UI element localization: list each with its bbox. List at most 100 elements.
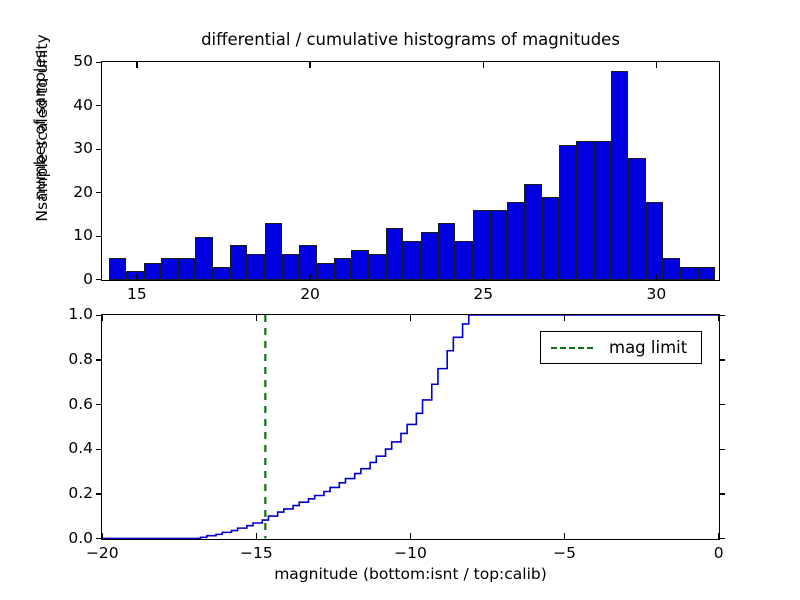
bottom-ytick-mark [720,493,725,495]
chart-title: differential / cumulative histograms of … [201,30,620,49]
histogram-bar [108,258,127,280]
bottom-xtick-mark [718,315,720,322]
histogram-bar [593,140,612,280]
cumulative-curve-svg [102,315,719,539]
histogram-bar [507,201,525,280]
bottom-axis-xlabel: magnitude (bottom:isnt / top:calib) [274,565,547,583]
bottom-xtick-mark [718,532,720,539]
legend-box: mag limit [540,331,703,364]
top-ytick-mark [96,235,101,237]
histogram-bar [212,266,231,280]
top-ytick-label: 30 [73,139,93,158]
histogram-bar [611,71,629,280]
histogram-bar [316,262,334,280]
bottom-ytick-mark [96,404,101,406]
bottom-ytick-label: 1.0 [68,305,93,324]
bottom-xtick-mark [409,532,412,539]
bottom-ytick-label: 0.4 [68,439,93,458]
top-xtick-mark [309,62,311,69]
mag-limit-dash-icon [551,346,593,349]
legend-label-mag-limit: mag limit [609,338,688,357]
bottom-ytick-mark [96,493,101,495]
top-ytick-mark [96,105,101,107]
histogram-bar [437,223,456,280]
top-xtick-mark [136,273,138,280]
histogram-panel [101,61,720,281]
histogram-bar [126,271,144,280]
top-ytick-mark [96,279,101,281]
top-ytick-label: 0 [83,269,93,288]
bottom-xtick-label: −10 [394,544,427,562]
top-xtick-label: 25 [473,285,494,303]
histogram-bar [264,223,283,280]
bottom-ytick-mark [720,538,725,540]
histogram-bar [455,240,473,280]
histogram-bar [282,253,300,280]
histogram-bar [628,158,646,280]
bottom-ytick-mark [96,448,101,450]
bottom-ytick-mark [96,538,101,540]
top-ytick-label: 40 [73,95,93,114]
top-ytick-mark [96,61,101,63]
bottom-xtick-mark [101,532,103,539]
histogram-bar [368,253,386,280]
bottom-ytick-label: 0.6 [68,394,93,413]
cumulative-line [102,315,719,539]
histogram-bar [576,140,594,280]
histogram-bar [160,258,179,280]
histogram-bar [403,240,421,280]
histogram-bar [524,184,542,280]
top-ytick-mark [96,148,101,150]
bottom-xtick-mark [255,532,258,539]
histogram-bar [195,236,213,280]
histogram-bar [299,245,317,280]
bottom-xtick-mark [409,315,412,322]
top-xtick-label: 15 [127,285,147,303]
histogram-bar [230,245,248,280]
top-xtick-label: 30 [646,285,667,303]
bottom-ytick-mark [96,314,101,316]
histogram-bar [489,210,508,280]
histogram-bar [334,258,352,280]
bottom-ytick-label: 0.0 [68,528,93,547]
bottom-xtick-mark [255,315,258,322]
histogram-bar [472,210,490,280]
top-ytick-mark [96,192,101,194]
histogram-bar [385,227,404,280]
histogram-bar [680,266,698,280]
top-xtick-mark [482,62,484,69]
top-xtick-mark [482,273,484,280]
bottom-ytick-mark [720,448,725,450]
histogram-bar [559,145,577,280]
bottom-ytick-label: 0.8 [68,349,93,368]
bottom-xtick-label: 0 [713,544,724,562]
histogram-bar [662,258,681,280]
top-ytick-label: 50 [73,52,93,71]
cumulative-panel [101,314,720,540]
bottom-axis-ylabel: Nsample scaled to unity [33,34,51,222]
bottom-ytick-mark [720,404,725,406]
bottom-xtick-label: −5 [553,544,577,562]
top-xtick-mark [136,62,138,69]
histogram-bar [247,253,265,280]
top-xtick-mark [655,62,657,69]
top-ytick-label: 10 [73,226,93,245]
bottom-xtick-mark [101,315,103,322]
top-xtick-mark [309,273,311,280]
bottom-xtick-label: −20 [85,544,119,562]
bottom-xtick-mark [563,315,566,322]
bottom-ytick-mark [720,314,725,316]
bottom-xtick-label: −15 [240,544,273,562]
histogram-bar [178,258,196,280]
histogram-bar [351,249,369,280]
histogram-bars [102,62,719,280]
histogram-bar [697,266,715,280]
histogram-bar [143,262,161,280]
top-ytick-label: 20 [73,182,93,201]
bottom-ytick-label: 0.2 [68,484,93,503]
histogram-bar [541,197,560,280]
bottom-xtick-mark [563,532,566,539]
histogram-bar [645,201,663,280]
top-xtick-label: 20 [300,285,320,303]
